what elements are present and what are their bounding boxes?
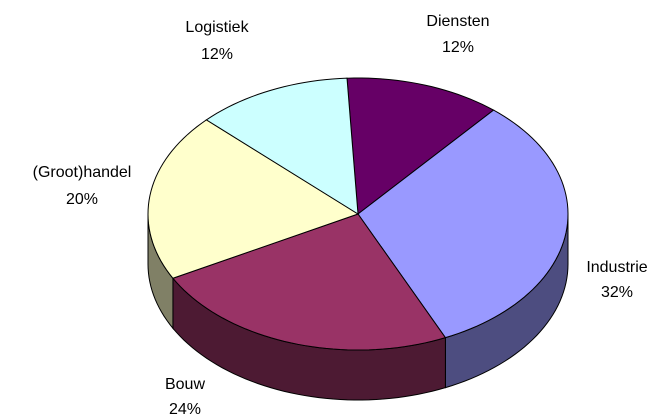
slice-value-label: 32% <box>601 284 633 301</box>
slice-value-label: 20% <box>66 191 98 208</box>
slice <box>172 213 447 351</box>
pie <box>147 77 569 401</box>
slice <box>346 77 495 215</box>
slice-value-label: 12% <box>201 46 233 63</box>
slice-value-label: 24% <box>169 401 201 416</box>
slice-value-label: 12% <box>442 39 474 56</box>
slice-label: Diensten <box>426 13 489 30</box>
slice-label: Bouw <box>165 376 205 393</box>
slice-label: Industrie <box>586 259 647 276</box>
slice <box>147 119 360 279</box>
slice <box>357 109 569 339</box>
slice-label: (Groot)handel <box>33 164 132 181</box>
slice <box>205 77 359 215</box>
slice-label: Logistiek <box>185 19 249 36</box>
